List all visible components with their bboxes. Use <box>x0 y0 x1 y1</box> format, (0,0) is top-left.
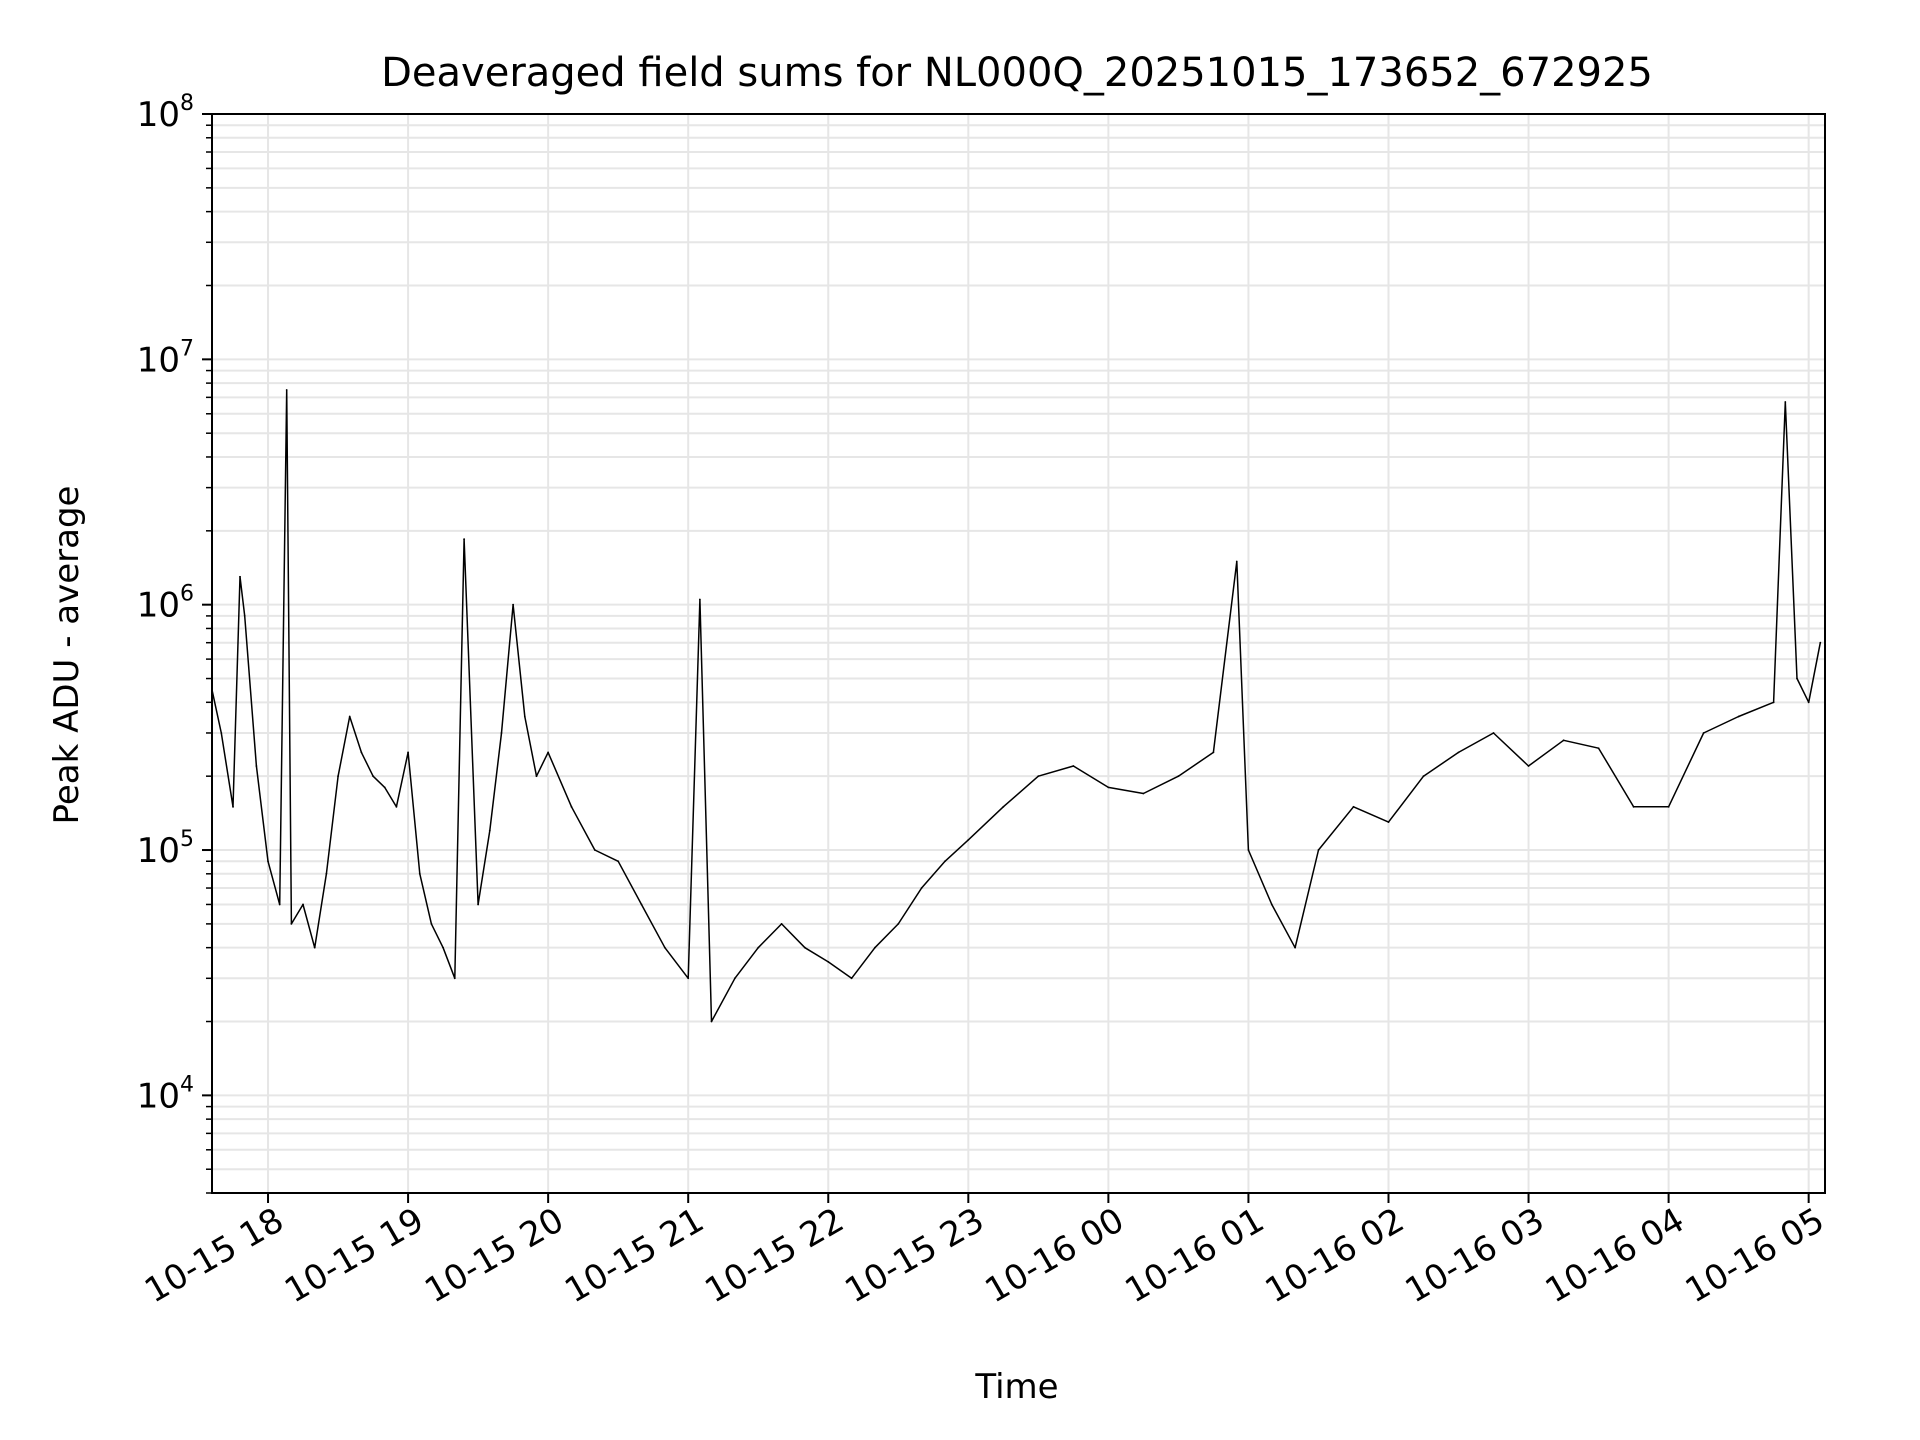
data-point <box>1177 775 1180 778</box>
y-tick-label: 104 <box>137 1072 194 1116</box>
data-point <box>383 786 386 789</box>
y-axis: 104 105 106 107 108 <box>137 91 212 1194</box>
data-point <box>1235 560 1238 563</box>
data-point <box>1037 775 1040 778</box>
data-point <box>1737 715 1740 718</box>
chart-title: Deaveraged field sums for NL000Q_2025101… <box>381 50 1653 96</box>
data-point <box>1667 805 1670 808</box>
data-point <box>463 538 466 541</box>
data-point <box>453 977 456 980</box>
y-tick-label: 105 <box>137 827 194 871</box>
data-point <box>325 872 328 875</box>
axes-frame <box>211 113 1826 1194</box>
data-point <box>255 765 258 767</box>
data-point <box>488 829 491 832</box>
data-point <box>278 903 281 906</box>
data-point <box>1527 765 1530 767</box>
data-point <box>302 903 304 906</box>
data-point <box>1387 821 1390 823</box>
data-point <box>418 872 421 875</box>
data-point <box>500 732 503 734</box>
data-point <box>1352 805 1355 808</box>
data-point <box>1142 792 1145 795</box>
data-point <box>1702 732 1705 734</box>
data-point <box>967 838 970 841</box>
data-point <box>640 903 643 906</box>
data-point <box>372 775 374 778</box>
data-point <box>710 1020 713 1023</box>
data-point <box>617 860 620 863</box>
data-point <box>1562 739 1565 742</box>
data-point <box>348 715 351 718</box>
data-point <box>1492 732 1495 734</box>
data-point <box>535 775 538 778</box>
data-point <box>1597 747 1600 750</box>
y-axis-label: Peak ADU - average <box>47 486 87 825</box>
data-point <box>1807 701 1810 704</box>
series-line <box>211 389 1822 1023</box>
data-point <box>1784 401 1787 403</box>
y-tick-label: 108 <box>137 91 194 135</box>
y-tick-label: 106 <box>137 582 194 626</box>
data-point <box>523 715 526 718</box>
data-point <box>290 922 293 925</box>
data-point <box>285 389 288 391</box>
data-point <box>920 887 923 889</box>
data-point <box>267 860 269 863</box>
y-tick-label: 107 <box>137 336 194 380</box>
data-point <box>944 860 946 863</box>
data-point <box>827 960 830 963</box>
data-point <box>512 603 515 606</box>
data-point <box>1247 849 1250 851</box>
data-point <box>430 922 433 925</box>
data-point <box>477 903 480 906</box>
data-point <box>804 946 806 949</box>
data-point <box>547 751 550 754</box>
data-point <box>220 732 223 734</box>
data-point <box>442 946 444 949</box>
data-point <box>1294 946 1297 949</box>
data-point <box>780 922 783 925</box>
data-point <box>1632 805 1635 808</box>
data-point <box>1002 805 1005 808</box>
data-point <box>1072 765 1075 767</box>
data-point <box>1796 677 1798 680</box>
data-point <box>733 977 736 980</box>
data-point <box>593 849 596 851</box>
data-point <box>850 977 853 980</box>
plot-area <box>211 389 1822 1023</box>
data-point <box>874 946 876 949</box>
data-point <box>897 922 900 925</box>
data-point <box>663 946 666 949</box>
data-point <box>239 575 241 578</box>
data-point <box>1422 775 1425 778</box>
data-point <box>687 977 690 980</box>
data-point <box>360 751 363 754</box>
data-point <box>1819 641 1822 644</box>
data-point <box>757 946 760 949</box>
data-point <box>570 805 573 808</box>
data-point <box>337 775 339 778</box>
data-point <box>232 805 234 808</box>
data-point <box>313 946 316 949</box>
data-point <box>407 751 409 754</box>
data-point <box>1212 751 1215 754</box>
data-point <box>1457 751 1460 754</box>
grid-minor-lines <box>212 124 1825 1194</box>
data-point <box>1317 849 1320 851</box>
x-axis-label: Time <box>974 1367 1058 1407</box>
data-point <box>1270 903 1273 906</box>
data-point <box>1107 786 1110 789</box>
data-point <box>243 615 246 617</box>
data-point <box>1772 701 1775 704</box>
data-point <box>698 598 701 601</box>
data-point <box>395 805 398 808</box>
